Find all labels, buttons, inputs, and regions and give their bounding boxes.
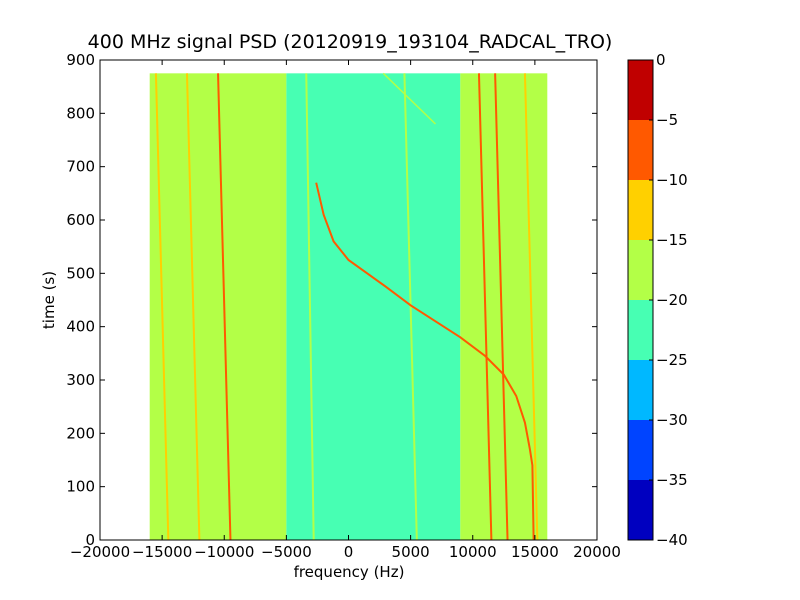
signal-trace-4 [305, 73, 315, 541]
colorbar-tick-label-3: −10 [656, 171, 688, 189]
y-tick-label-7: 600 [66, 211, 95, 229]
x-axis-label: frequency (Hz) [294, 563, 405, 581]
colorbar-band-1 [628, 480, 653, 540]
psd-region-2 [286, 73, 461, 540]
colorbar-band-2 [628, 420, 653, 480]
x-tick-label-6: 5000 [392, 543, 430, 561]
colorbar-tick-label-8: −35 [656, 471, 688, 489]
colorbar-tick-label-7: −30 [656, 411, 688, 429]
x-tick-label-5: 0 [344, 543, 354, 561]
signal-trace-8 [523, 73, 539, 541]
y-tick-label-1: 0 [85, 531, 95, 549]
colorbar-tick-label-4: −15 [656, 231, 688, 249]
chart-title: 400 MHz signal PSD (20120919_193104_RADC… [88, 31, 613, 53]
y-tick-label-9: 800 [66, 104, 95, 122]
colorbar-tick-label-5: −20 [656, 291, 688, 309]
colorbar-tick-label-6: −25 [656, 351, 688, 369]
plot-area: −20000 −15000 −10000 −5000 0 5000 10000 15000 20… [66, 51, 621, 561]
signal-trace-7 [494, 73, 509, 541]
y-tick-label-4: 300 [66, 371, 95, 389]
y-tick-label-5: 400 [66, 318, 95, 336]
y-tick-label-6: 500 [66, 264, 95, 282]
x-tick-label-4: −5000 [261, 543, 312, 561]
signal-trace-5 [403, 73, 418, 541]
x-tick-label-8: 15000 [511, 543, 559, 561]
colorbar-band-6 [628, 180, 653, 240]
x-tick-label-7: 10000 [449, 543, 497, 561]
colorbar-band-5 [628, 240, 653, 300]
x-tick-label-2: −15000 [132, 543, 192, 561]
colorbar: 0 −5 −10 −15 −20 −25 −30 −35 −40 [627, 51, 688, 549]
y-tick-label-8: 700 [66, 158, 95, 176]
signal-trace-2 [185, 73, 201, 541]
y-tick-label-3: 200 [66, 424, 95, 442]
signal-trace-6 [477, 73, 493, 541]
x-tick-label-9: 20000 [573, 543, 621, 561]
signal-trace-1 [154, 73, 170, 541]
colorbar-tick-label-9: −40 [656, 531, 688, 549]
colorbar-tick-label-2: −5 [656, 111, 678, 129]
colorbar-band-7 [628, 120, 653, 180]
psd-region-1 [149, 73, 287, 540]
colorbar-tick-label-1: 0 [656, 51, 666, 69]
signal-trace-3 [217, 73, 232, 541]
x-tick-label-1: −20000 [70, 543, 130, 561]
y-tick-label-10: 900 [66, 51, 95, 69]
chirp-trace [315, 182, 535, 541]
colorbar-band-8 [628, 60, 653, 120]
faint-trace [382, 72, 436, 125]
colorbar-band-3 [628, 360, 653, 420]
psd-region-3 [460, 73, 548, 540]
colorbar-band-4 [628, 300, 653, 360]
y-axis-label: time (s) [40, 271, 58, 329]
y-tick-label-2: 100 [66, 478, 95, 496]
x-tick-label-3: −10000 [194, 543, 254, 561]
